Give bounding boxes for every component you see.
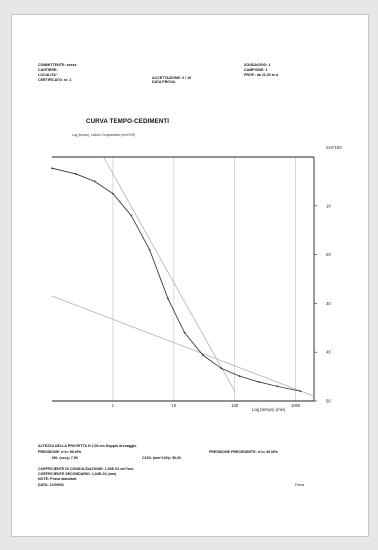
data-points [51,167,302,393]
data-point-9 [202,354,204,357]
committente-label: COMMITTENTE: xxxxx [38,63,77,67]
cv-label: COEFFICIENTE DI CONSOLIDAZIONE: 1,93E-04… [38,467,134,471]
data-prova-label: DATA PROVA: [152,80,177,84]
x-tick-label-10: 10 [171,403,176,408]
data-point-13 [276,385,279,388]
y-tick-label-50: 50 [326,399,331,404]
construction-lines [51,156,315,397]
pressione-label: PRESSIONE: σ'v= 98 kPa [38,450,81,454]
data-point-2 [75,173,78,175]
data-point-14 [299,390,302,393]
data-point-3 [93,180,96,183]
data-point-4 [112,192,114,195]
x-ticks: 1 10 100 1000 [112,403,301,408]
date-label: DATA: 12/09/03 [38,483,64,487]
data-point-11 [238,375,241,378]
data-point-5 [130,214,133,217]
localita-label: LOCALITA': [38,73,58,77]
y-tick-label-20: 20 [326,252,331,257]
certificato-label: CERTIFICATO: nr. 1 [38,78,72,82]
y-axis-label: mm*100 [326,145,342,150]
chart-subtitle: Log (tempo), Letture Comparatore (mm*100… [72,133,136,137]
vertical-gridlines [112,157,296,401]
series-line [51,167,301,392]
data-point-7 [167,297,169,300]
calpha-label: COEFFICIENTE SECONDARIO: 1,04E-03 (mm) [38,472,117,476]
sondaggio-label: SONDAGGIO: 1 [244,63,271,67]
t50-label: t50: (sec)= 7,50 [52,456,78,460]
accettazione-label: ACCETTAZIONE: 0 / 10 [152,76,192,80]
y-ticks: 10 20 30 40 50 [314,203,331,404]
data-point-8 [183,331,186,334]
y-tick-label-40: 40 [326,350,331,355]
x-tick-label-1: 1 [112,403,115,408]
construction-line-2 [51,295,315,397]
time-settlement-chart: 10 20 30 40 50 1 10 100 1000 mm*100 Log (tempo)… [51,145,342,412]
y-tick-label-10: 10 [326,203,331,208]
data-point-1 [51,167,53,170]
y-tick-label-30: 30 [326,301,331,306]
c100-label: C100: (mm*100)= 50,00 [142,456,182,460]
campione-label: CAMPIONE: 1 [244,68,268,72]
construction-line-1 [103,156,236,392]
x-tick-label-1000: 1000 [291,403,301,408]
signature-label: Firma [295,483,305,487]
report-sheet: COMMITTENTE: xxxxx CANTIERE: LOCALITA': … [11,14,369,537]
x-tick-label-100: 100 [231,403,239,408]
profondita-label: PROF.: da 11,00 m a [244,73,278,77]
chart-title: CURVA TEMPO-CEDIMENTI [86,118,170,125]
data-point-10 [220,367,223,370]
pressione-precedente-label: PRESSIONE PRECEDENTE: σ'v= 49 kPa [209,450,278,454]
data-point-6 [148,248,151,251]
data-point-12 [258,381,260,383]
note-label: NOTE: Prova standard [38,477,77,481]
x-axis-label: Log (tempo) (min) [252,407,286,412]
cantiere-label: CANTIERE: [38,68,58,72]
altezza-label: ALTEZZA DELLA PROVETTA H 2,00 cm Doppio … [38,444,137,448]
